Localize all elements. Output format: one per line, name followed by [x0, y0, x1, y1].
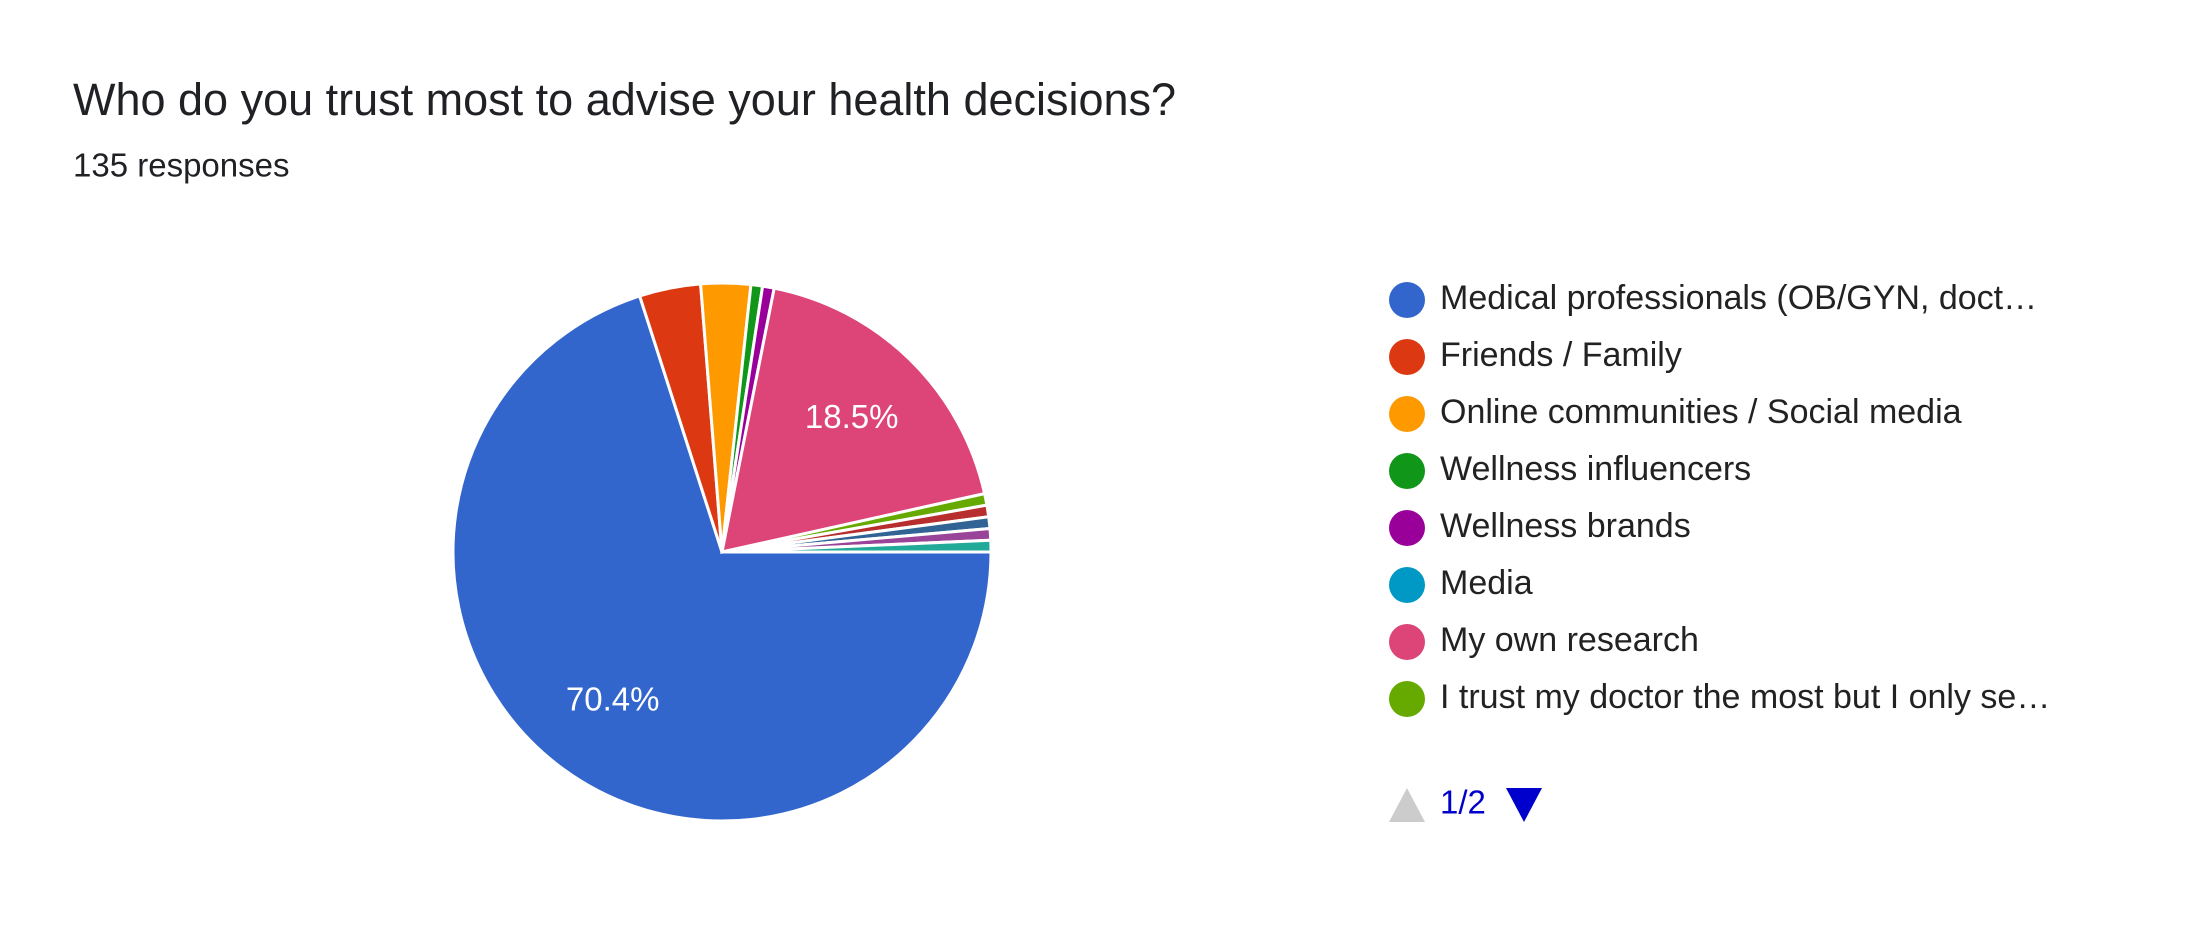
legend-swatch — [1389, 510, 1425, 546]
chart-subtitle: 135 responses — [73, 147, 289, 184]
legend-label: Online communities / Social media — [1440, 393, 1962, 431]
legend-swatch — [1389, 339, 1425, 375]
page-up-arrow[interactable] — [1389, 788, 1425, 822]
legend-label: My own research — [1440, 621, 1699, 659]
legend-label: Friends / Family — [1440, 336, 1682, 374]
legend-label: Media — [1440, 564, 1533, 602]
legend-label: Medical professionals (OB/GYN, doct… — [1440, 279, 2037, 317]
legend-swatch — [1389, 681, 1425, 717]
page-down-arrow[interactable] — [1506, 788, 1542, 822]
legend-label: I trust my doctor the most but I only se… — [1440, 678, 2050, 716]
legend-label: Wellness influencers — [1440, 450, 1751, 488]
legend-swatch — [1389, 396, 1425, 432]
pie-slice — [721, 538, 993, 554]
slice-label: 70.4% — [566, 681, 660, 718]
page-indicator: 1/2 — [1440, 784, 1486, 821]
legend-swatch — [1389, 282, 1425, 318]
legend-swatch — [1389, 567, 1425, 603]
chart-title: Who do you trust most to advise your hea… — [73, 74, 1176, 125]
pie-slice — [720, 286, 987, 554]
legend-pagination: 1/2 — [1389, 784, 1542, 822]
slice-label: 18.5% — [805, 398, 899, 435]
legend-label: Wellness brands — [1440, 507, 1691, 545]
legend-swatch — [1389, 453, 1425, 489]
legend-swatch — [1389, 624, 1425, 660]
pie-slice — [451, 294, 993, 823]
